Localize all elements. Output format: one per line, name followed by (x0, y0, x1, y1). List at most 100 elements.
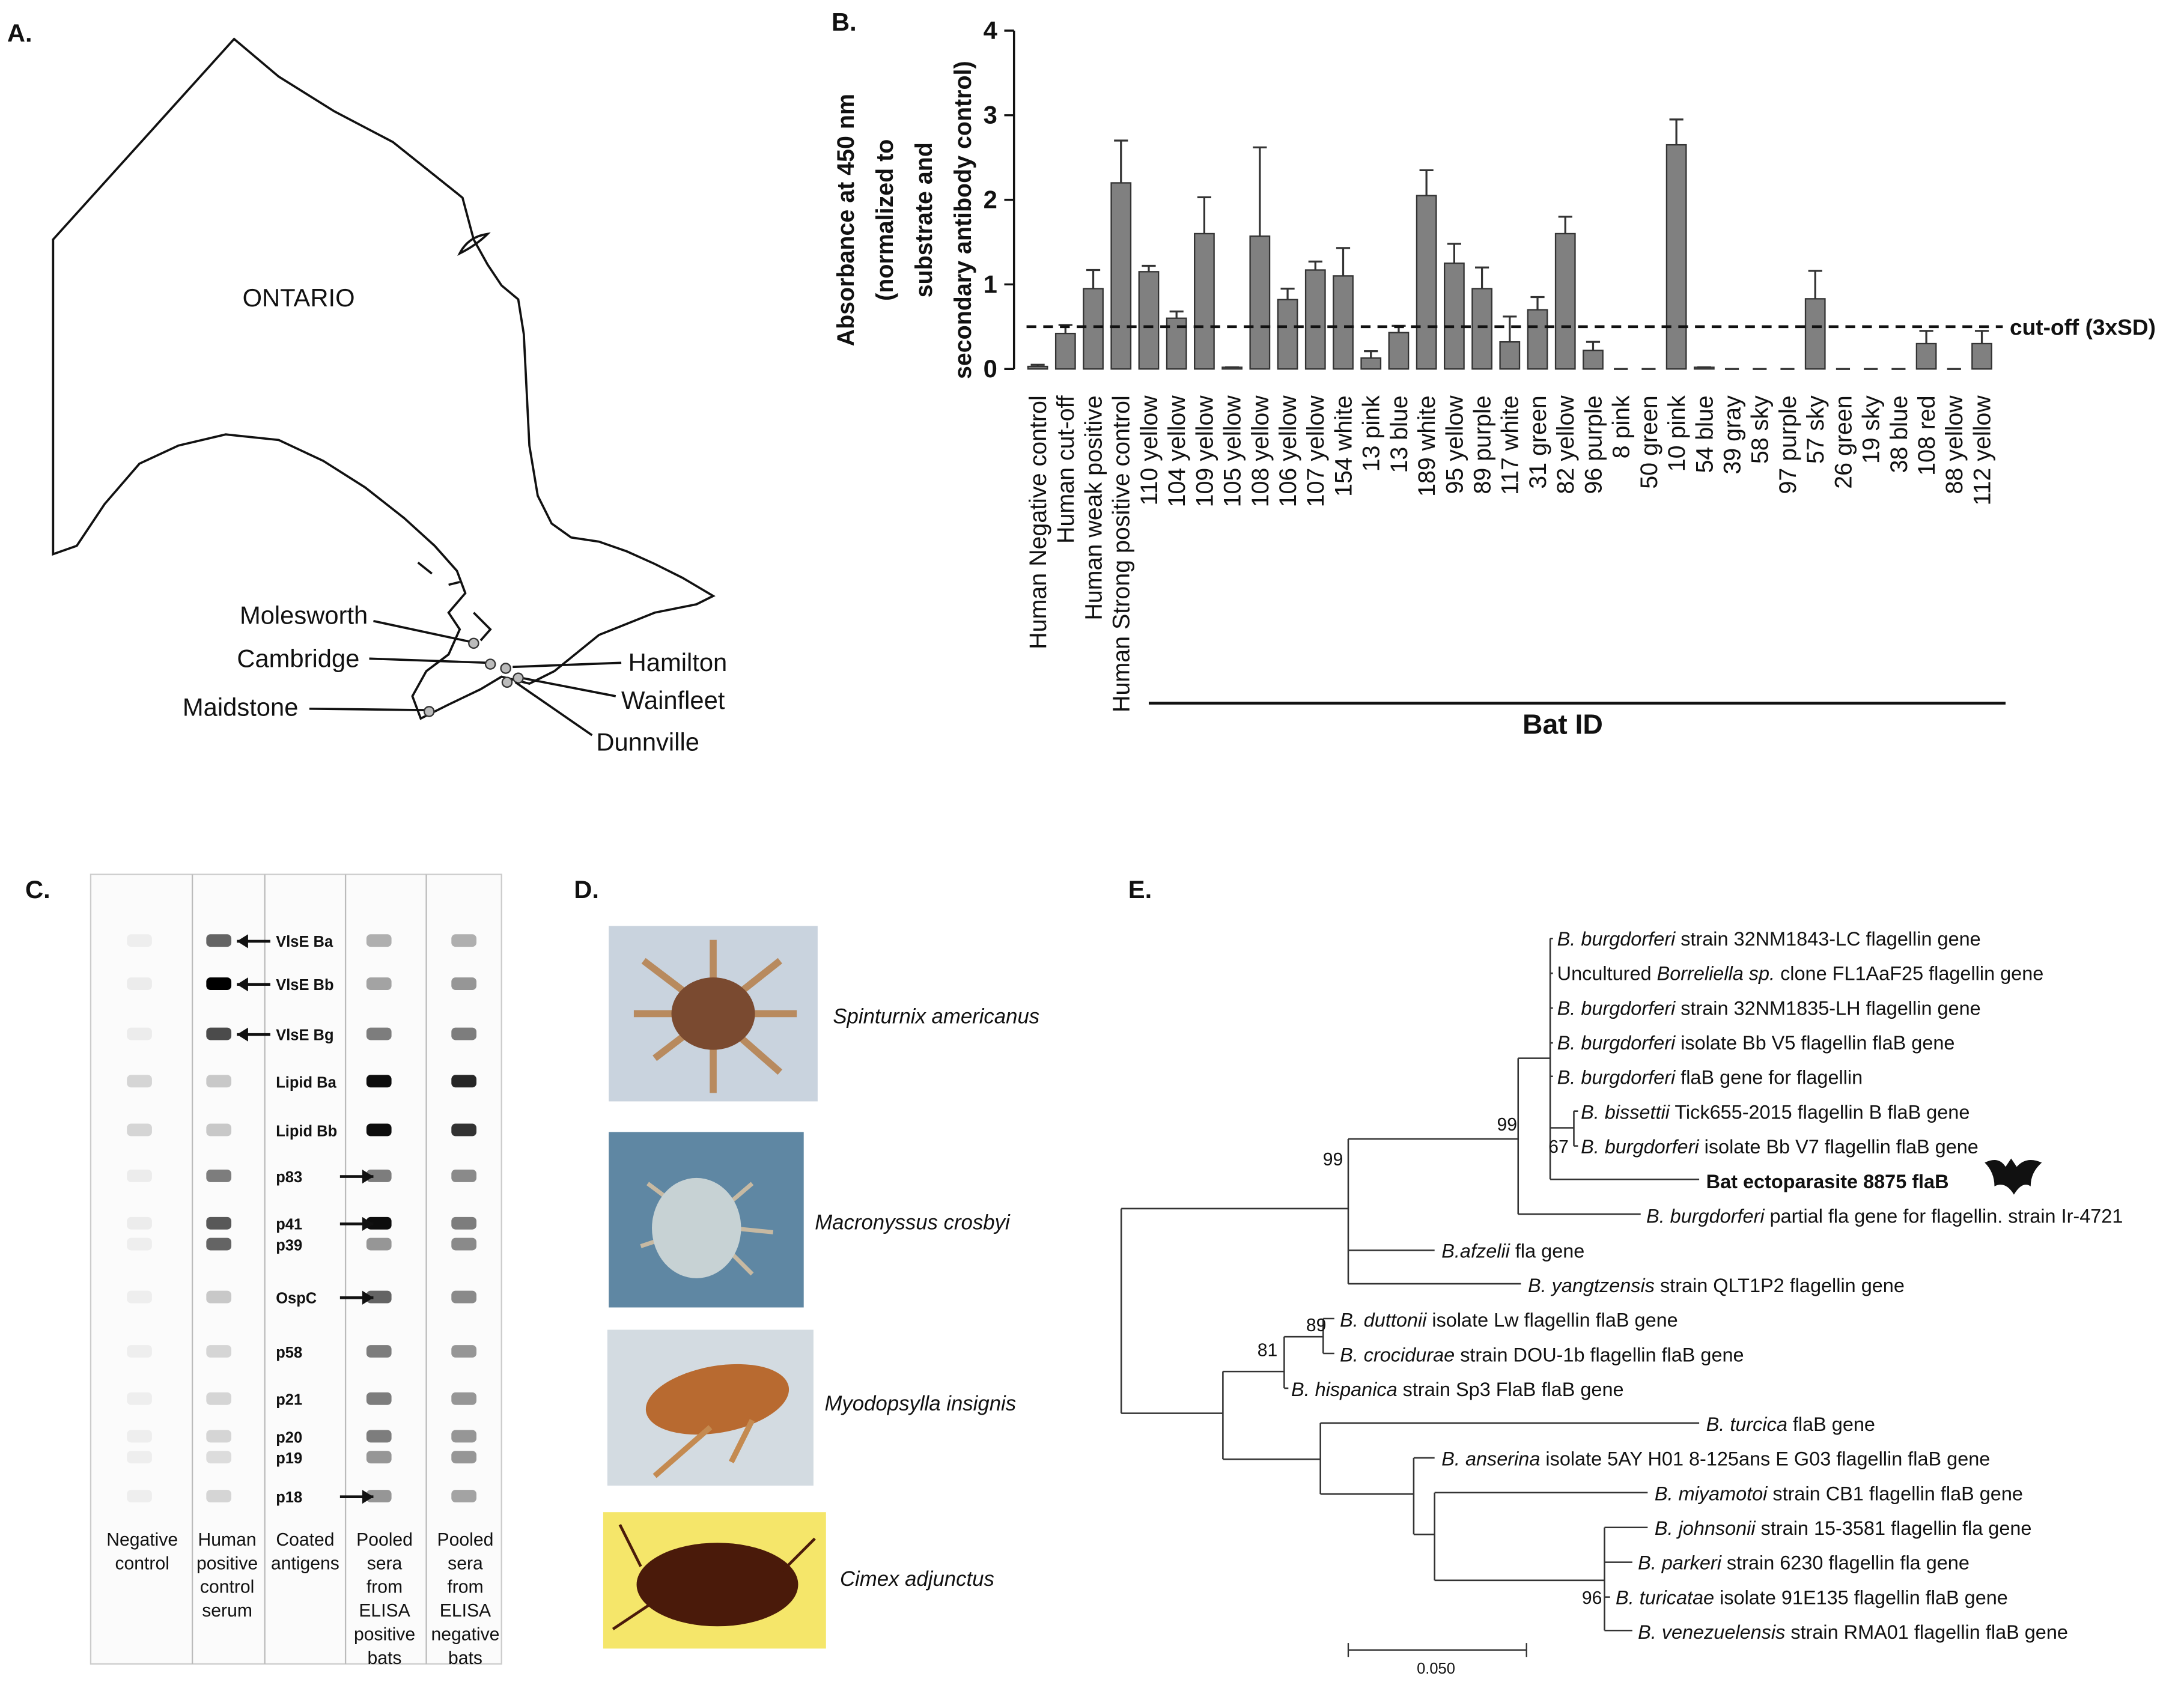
tip-label-part: fla gene (1510, 1240, 1584, 1262)
blot-band (206, 1345, 232, 1358)
site-leader (513, 661, 622, 669)
lane-label: serum (202, 1601, 252, 1621)
blot-band (451, 1430, 476, 1443)
tip-label-part: flaB gene (1787, 1413, 1875, 1435)
y-axis-label: Absorbance at 450 nm (833, 94, 859, 346)
y-axis-label: (normalized to (872, 139, 898, 301)
blot-band (451, 1290, 476, 1304)
bar (1665, 144, 1687, 370)
x-tick-label: 38 blue (1886, 395, 1912, 473)
error-bar (1558, 216, 1572, 234)
blot-frame (90, 873, 502, 1665)
x-tick-label: Human Strong positive control (1109, 395, 1135, 712)
blot-band (451, 1490, 476, 1502)
bar (1971, 342, 1992, 370)
x-tick-label: Human cut-off (1053, 395, 1079, 544)
bar (1333, 275, 1354, 370)
site-label: Maidstone (183, 693, 298, 721)
bar (1194, 232, 1215, 370)
bootstrap-value: 81 (1258, 1341, 1278, 1361)
map-outline (52, 37, 716, 720)
blot-band (206, 1290, 232, 1304)
blot-band (127, 1290, 152, 1304)
site-label: Dunnville (596, 727, 699, 756)
x-tick-label: 110 yellow (1136, 395, 1163, 506)
error-bar (1919, 330, 1933, 344)
tip-label-part: B. venezuelensis (1638, 1621, 1785, 1643)
lane-label: Coated (276, 1530, 334, 1550)
error-bar (1586, 341, 1601, 351)
blot-band (366, 1345, 392, 1358)
bar (1583, 350, 1604, 370)
tip-label-part: B. duttonii (1340, 1310, 1427, 1331)
bar (1360, 357, 1382, 370)
bar (1304, 269, 1326, 370)
tip-label-part: Borreliella sp. (1657, 963, 1775, 985)
band-label: p20 (276, 1429, 302, 1446)
bug-body (636, 1543, 798, 1627)
tip-label: B. turicatae isolate 91E135 flagellin fl… (1616, 1586, 2008, 1608)
blot-band (206, 1392, 232, 1405)
tip-label-part: flaB gene for flagellin (1675, 1067, 1863, 1088)
bootstrap-value: 99 (1497, 1115, 1517, 1135)
tip-label: B. yangtzensis strain QLT1P2 flagellin g… (1528, 1275, 1905, 1296)
site-point (423, 706, 435, 717)
lane-label: sera (448, 1553, 483, 1573)
error-bar (1253, 146, 1267, 237)
panel-label: C. (25, 875, 50, 903)
tip-label-part: B. bissettii (1581, 1101, 1670, 1123)
blot-band (127, 1430, 152, 1443)
x-tick-label: 117 white (1497, 395, 1524, 495)
tip-label-part: B. parkeri (1638, 1552, 1722, 1574)
blot-band (127, 1123, 152, 1137)
bar (1277, 299, 1298, 370)
tip-label-part: B.afzelii (1441, 1240, 1510, 1262)
x-tick-label: 10 pink (1664, 395, 1690, 472)
lane-label: bats (368, 1648, 402, 1668)
lane-label: control (200, 1577, 254, 1597)
band-label: VlsE Bb (276, 977, 333, 994)
blot-band (127, 1216, 152, 1230)
tip-label: B.afzelii fla gene (1441, 1240, 1584, 1262)
band-label: OspC (276, 1290, 317, 1307)
species-label: Spinturnix americanus (833, 1006, 1039, 1028)
blot-band (206, 1123, 232, 1137)
tip-label: B. burgdorferi flaB gene for flagellin (1557, 1067, 1863, 1088)
tip-label-part: B. hispanica (1291, 1379, 1398, 1400)
x-tick-label: 13 pink (1358, 395, 1385, 472)
akimiski-island (457, 232, 491, 257)
blot-band (366, 934, 392, 947)
x-tick-label: 106 yellow (1275, 395, 1301, 508)
ontario-map (52, 37, 716, 720)
band-label: VlsE Ba (276, 934, 333, 950)
bar (1027, 365, 1048, 370)
lane-label: positive (354, 1624, 415, 1644)
error-bar (1530, 296, 1545, 310)
tip-label-part: isolate 5AY H01 8-125ans E G03 flagellin… (1540, 1448, 1990, 1470)
flea-body (645, 1364, 789, 1435)
blot-band (451, 1345, 476, 1358)
x-tick-label: 154 white (1330, 395, 1357, 497)
blot-band (366, 1392, 392, 1405)
tip-label-part: B. burgdorferi (1557, 1067, 1676, 1088)
blot-band (206, 1237, 232, 1251)
georgian-bay (417, 561, 492, 642)
x-tick-label: 50 green (1636, 395, 1662, 489)
bar (1388, 332, 1410, 370)
flea-legs (652, 1419, 755, 1478)
band-label: p58 (276, 1344, 302, 1361)
blot-band (127, 1451, 152, 1464)
lane-label: Pooled (437, 1530, 494, 1550)
panel-label: B. (832, 8, 857, 36)
band-label: VlsE Bg (276, 1027, 333, 1043)
blot-band (206, 1027, 232, 1040)
blot-band (127, 1392, 152, 1405)
blot-band (451, 1075, 476, 1088)
error-bar (1475, 266, 1489, 289)
y-tick-label: 0 (984, 354, 997, 383)
arrow-head (237, 934, 248, 949)
site-label: Wainfleet (621, 686, 725, 714)
x-tick-label: 104 yellow (1164, 395, 1190, 508)
tip-label-part: strain CB1 flagellin flaB gene (1767, 1483, 2023, 1504)
lane-label: Negative (106, 1530, 178, 1550)
